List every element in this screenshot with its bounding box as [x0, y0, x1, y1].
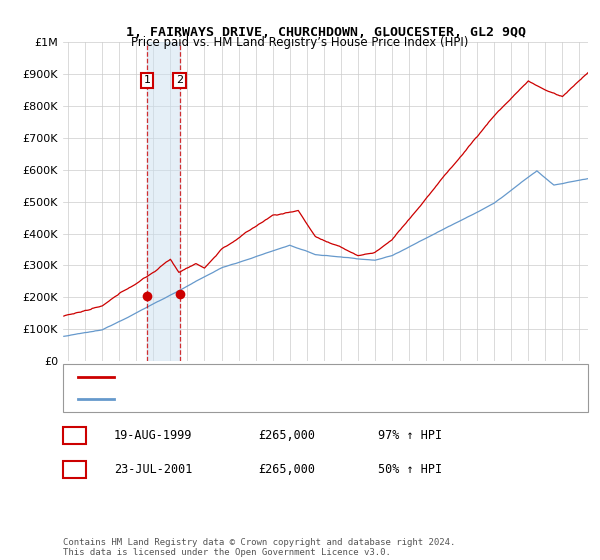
Text: HPI: Average price, detached house, Tewkesbury: HPI: Average price, detached house, Tewk… — [122, 394, 376, 404]
Text: Contains HM Land Registry data © Crown copyright and database right 2024.
This d: Contains HM Land Registry data © Crown c… — [63, 538, 455, 557]
Text: 23-JUL-2001: 23-JUL-2001 — [114, 463, 193, 476]
Text: 97% ↑ HPI: 97% ↑ HPI — [378, 429, 442, 442]
Text: 50% ↑ HPI: 50% ↑ HPI — [378, 463, 442, 476]
Text: 19-AUG-1999: 19-AUG-1999 — [114, 429, 193, 442]
Text: Price paid vs. HM Land Registry’s House Price Index (HPI): Price paid vs. HM Land Registry’s House … — [131, 36, 469, 49]
Title: 1, FAIRWAYS DRIVE, CHURCHDOWN, GLOUCESTER, GL2 9QQ: 1, FAIRWAYS DRIVE, CHURCHDOWN, GLOUCESTE… — [125, 26, 526, 39]
Text: 2: 2 — [71, 463, 78, 476]
Text: £265,000: £265,000 — [258, 463, 315, 476]
Text: 1, FAIRWAYS DRIVE, CHURCHDOWN, GLOUCESTER, GL2 9QQ (detached house): 1, FAIRWAYS DRIVE, CHURCHDOWN, GLOUCESTE… — [122, 372, 530, 382]
Text: 1: 1 — [71, 429, 78, 442]
Text: 1: 1 — [143, 75, 151, 85]
Bar — [147, 42, 180, 361]
Text: £265,000: £265,000 — [258, 429, 315, 442]
Text: 2: 2 — [176, 75, 184, 85]
